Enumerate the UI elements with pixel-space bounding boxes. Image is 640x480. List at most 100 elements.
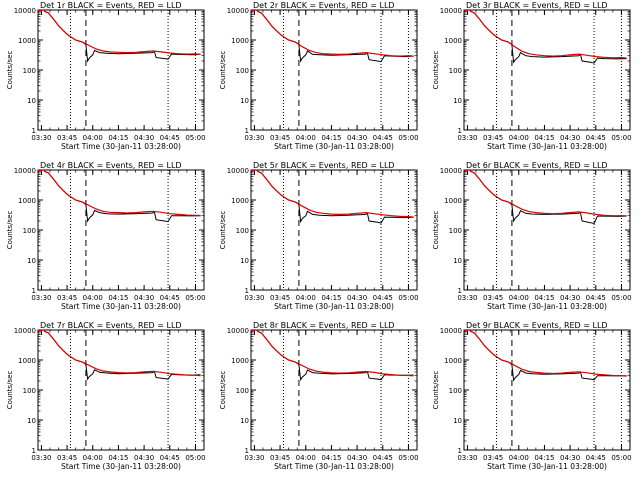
x-tick-label: 04:00 <box>83 454 103 462</box>
y-axis-label: Counts/sec <box>219 211 227 250</box>
x-tick-label: 03:30 <box>244 454 264 462</box>
plot-frame <box>250 169 418 291</box>
y-axis-label: Counts/sec <box>219 371 227 410</box>
y-tick-label: 10000 <box>227 327 249 335</box>
x-tick-label: 05:00 <box>611 134 631 142</box>
x-tick-label: 04:45 <box>373 294 393 302</box>
y-axis-label: Counts/sec <box>6 51 14 90</box>
x-tick-label: 03:30 <box>31 454 51 462</box>
x-tick-label: 04:30 <box>347 454 367 462</box>
panel-title: Det 5r BLACK = Events, RED = LLD <box>253 161 395 170</box>
x-tick-label: 03:30 <box>244 294 264 302</box>
detector-panel-2: Det 2r BLACK = Events, RED = LLD 1 10 100 10… <box>219 1 419 151</box>
x-tick-label: 04:45 <box>586 134 606 142</box>
plot-frame <box>37 9 205 131</box>
y-axis-label: Counts/sec <box>6 211 14 250</box>
panel-title: Det 8r BLACK = Events, RED = LLD <box>253 321 395 330</box>
y-tick-label: 10 <box>453 417 462 425</box>
x-axis-label: Start Time (30-Jan-11 03:28:00) <box>274 142 394 151</box>
plot-frame <box>250 329 418 451</box>
x-tick-label: 04:00 <box>296 294 316 302</box>
y-tick-label: 1000 <box>18 197 36 205</box>
y-tick-label: 10 <box>453 257 462 265</box>
x-tick-label: 05:00 <box>398 134 418 142</box>
y-tick-label: 10000 <box>227 167 249 175</box>
y-tick-label: 1000 <box>18 357 36 365</box>
y-tick-label: 10 <box>453 97 462 105</box>
detector-panel-8: Det 8r BLACK = Events, RED = LLD 1 10 100 10… <box>219 321 419 471</box>
plot-frame <box>463 9 631 131</box>
x-tick-label: 04:00 <box>509 294 529 302</box>
detector-panel-7: Det 7r BLACK = Events, RED = LLD 1 10 100 10… <box>6 321 206 471</box>
panel-title: Det 4r BLACK = Events, RED = LLD <box>40 161 182 170</box>
x-tick-label: 03:30 <box>31 134 51 142</box>
panel-title: Det 2r BLACK = Events, RED = LLD <box>253 1 395 10</box>
y-tick-label: 100 <box>236 67 249 75</box>
x-tick-label: 03:45 <box>483 134 503 142</box>
x-tick-label: 04:30 <box>560 134 580 142</box>
y-tick-label: 1 <box>32 447 36 455</box>
x-tick-label: 04:30 <box>347 134 367 142</box>
detector-panel-5: Det 5r BLACK = Events, RED = LLD 1 10 100 10… <box>219 161 419 311</box>
y-axis-label: Counts/sec <box>432 371 440 410</box>
detector-panel-3: Det 3r BLACK = Events, RED = LLD 1 10 100 10… <box>432 1 632 151</box>
y-tick-label: 1 <box>32 127 36 135</box>
x-tick-label: 03:30 <box>31 294 51 302</box>
y-tick-label: 1000 <box>231 197 249 205</box>
series-lld <box>464 170 627 217</box>
x-tick-label: 05:00 <box>611 294 631 302</box>
y-tick-label: 100 <box>449 387 462 395</box>
x-axis-label: Start Time (30-Jan-11 03:28:00) <box>61 462 181 471</box>
series-lld <box>251 170 414 218</box>
x-tick-label: 04:45 <box>586 454 606 462</box>
x-tick-label: 04:45 <box>160 134 180 142</box>
x-axis-label: Start Time (30-Jan-11 03:28:00) <box>61 302 181 311</box>
y-tick-label: 1 <box>245 287 249 295</box>
x-tick-label: 04:15 <box>108 294 128 302</box>
x-axis-label: Start Time (30-Jan-11 03:28:00) <box>487 462 607 471</box>
y-tick-label: 10 <box>240 417 249 425</box>
plot-frame <box>250 9 418 131</box>
x-tick-label: 04:15 <box>321 454 341 462</box>
x-tick-label: 03:45 <box>270 134 290 142</box>
y-axis-label: Counts/sec <box>432 51 440 90</box>
detector-panel-1: Det 1r BLACK = Events, RED = LLD 1 10 100 10… <box>6 1 206 151</box>
detector-panel-4: Det 4r BLACK = Events, RED = LLD 1 10 100 10… <box>6 161 206 311</box>
y-tick-label: 1 <box>458 127 462 135</box>
y-tick-label: 10000 <box>440 327 462 335</box>
y-tick-label: 1 <box>458 447 462 455</box>
y-tick-label: 100 <box>236 387 249 395</box>
plot-frame <box>37 169 205 291</box>
panel-title: Det 9r BLACK = Events, RED = LLD <box>466 321 608 330</box>
y-tick-label: 1000 <box>231 357 249 365</box>
x-tick-label: 05:00 <box>611 454 631 462</box>
x-tick-label: 04:00 <box>296 134 316 142</box>
x-tick-label: 03:30 <box>457 294 477 302</box>
y-tick-label: 1000 <box>444 197 462 205</box>
series-lld <box>38 170 201 217</box>
plot-frame <box>463 329 631 451</box>
x-tick-label: 04:00 <box>296 454 316 462</box>
x-tick-label: 04:15 <box>534 294 554 302</box>
y-tick-label: 10000 <box>14 167 36 175</box>
x-tick-label: 04:30 <box>560 294 580 302</box>
x-tick-label: 05:00 <box>185 134 205 142</box>
panel-title: Det 3r BLACK = Events, RED = LLD <box>466 1 608 10</box>
x-tick-label: 03:30 <box>457 454 477 462</box>
x-tick-label: 04:45 <box>160 454 180 462</box>
panel-title: Det 7r BLACK = Events, RED = LLD <box>40 321 182 330</box>
x-tick-label: 04:15 <box>534 134 554 142</box>
series-lld <box>251 10 414 57</box>
x-tick-label: 04:15 <box>321 134 341 142</box>
x-tick-label: 04:00 <box>509 454 529 462</box>
series-lld <box>464 10 627 59</box>
x-tick-label: 04:00 <box>83 134 103 142</box>
x-tick-label: 03:45 <box>483 294 503 302</box>
y-tick-label: 10 <box>27 97 36 105</box>
y-tick-label: 100 <box>23 67 36 75</box>
series-events <box>464 10 627 64</box>
series-events <box>38 330 201 381</box>
y-tick-label: 1 <box>458 287 462 295</box>
panel-title: Det 6r BLACK = Events, RED = LLD <box>466 161 608 170</box>
x-tick-label: 03:45 <box>57 294 77 302</box>
